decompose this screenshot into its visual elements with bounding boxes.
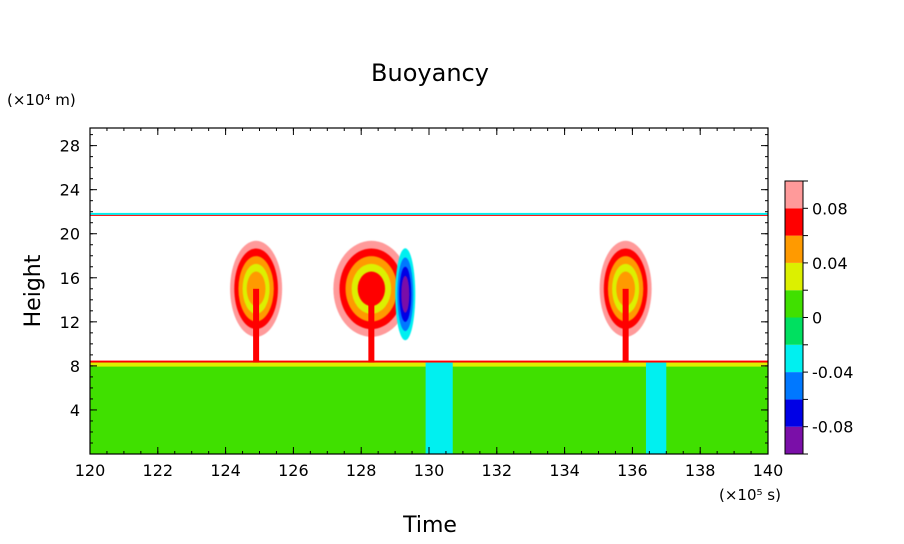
x-tick-label: 136 bbox=[617, 461, 648, 480]
y-tick-label: 20 bbox=[60, 225, 80, 244]
x-axis-title: Time bbox=[402, 513, 457, 538]
negative-column-0 bbox=[425, 362, 453, 454]
colorbar-swatch bbox=[785, 399, 803, 427]
colorbar-tick-label: 0.04 bbox=[812, 254, 848, 273]
y-axis-title: Height bbox=[21, 254, 46, 327]
x-tick-label: 138 bbox=[685, 461, 716, 480]
x-tick-label: 122 bbox=[143, 461, 174, 480]
colorbar-swatch bbox=[785, 344, 803, 373]
colorbar-swatch bbox=[785, 426, 803, 454]
x-tick-label: 126 bbox=[278, 461, 309, 480]
y-tick-label: 12 bbox=[60, 313, 80, 332]
colorbar-swatch bbox=[785, 235, 803, 263]
y-tick-label: 28 bbox=[60, 137, 80, 156]
x-tick-label: 120 bbox=[75, 461, 106, 480]
x-tick-label: 132 bbox=[482, 461, 513, 480]
colorbar-tick-label: -0.08 bbox=[812, 418, 853, 437]
colorbar: -0.08 -0.04 0 0.04 0.08 bbox=[784, 180, 853, 455]
x-tick-label: 134 bbox=[549, 461, 580, 480]
upper-band bbox=[90, 212, 768, 215]
heatmap-field bbox=[90, 212, 768, 454]
colorbar-tick-label: -0.04 bbox=[812, 363, 853, 382]
negative-column-1 bbox=[645, 362, 667, 454]
colorbar-swatch bbox=[785, 317, 803, 345]
colorbar-swatch bbox=[785, 262, 803, 291]
x-tick-label: 140 bbox=[753, 461, 784, 480]
y-unit-label: (×10⁴ m) bbox=[7, 91, 76, 109]
x-tick-label: 130 bbox=[414, 461, 445, 480]
chart-title: Buoyancy bbox=[371, 59, 489, 87]
colorbar-tick-label: 0 bbox=[812, 309, 822, 328]
x-tick-label: 124 bbox=[210, 461, 241, 480]
plume-2-level-3 bbox=[401, 275, 410, 313]
colorbar-tick-label: 0.08 bbox=[812, 199, 848, 218]
x-unit-label: (×10⁵ s) bbox=[719, 486, 781, 504]
colorbar-swatch bbox=[785, 372, 803, 400]
plume-0-stem bbox=[253, 288, 260, 363]
plume-3-stem bbox=[622, 288, 629, 363]
y-tick-label: 8 bbox=[70, 357, 80, 376]
y-tick-label: 16 bbox=[60, 269, 80, 288]
y-tick-label: 24 bbox=[60, 181, 80, 200]
axes: 120 122 124 126 128 130 132 134 136 138 140 4 8 12 16 2… bbox=[60, 128, 784, 480]
x-tick-label: 128 bbox=[346, 461, 377, 480]
colorbar-swatch bbox=[785, 290, 803, 318]
colorbar-swatch bbox=[785, 208, 803, 236]
plume-1-stem bbox=[368, 288, 375, 363]
colorbar-swatch bbox=[785, 181, 803, 209]
y-tick-label: 4 bbox=[70, 401, 80, 420]
lower-layer-rim bbox=[90, 360, 768, 363]
upper-band-rim bbox=[90, 214, 768, 216]
